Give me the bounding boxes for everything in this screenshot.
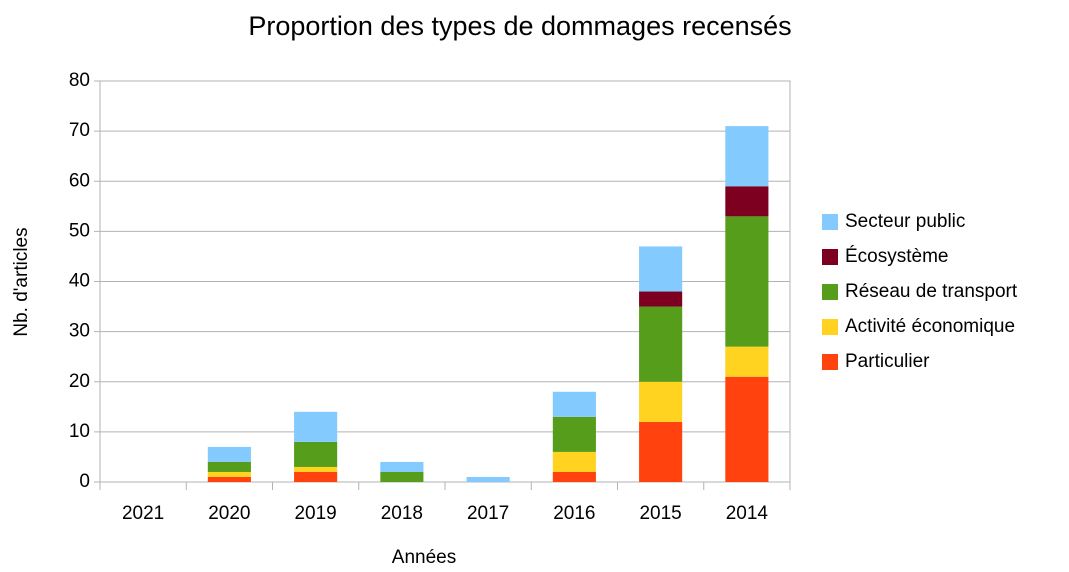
bar-segment [725, 126, 769, 187]
legend-swatch [822, 214, 838, 230]
legend-swatch [822, 284, 838, 300]
legend-swatch [822, 319, 838, 335]
y-tick-label: 70 [69, 120, 90, 141]
bar-segment [552, 391, 596, 417]
bar-segment [207, 461, 251, 472]
x-tick-label: 2021 [122, 503, 164, 524]
bar-segment [639, 306, 683, 382]
bar-segment [294, 411, 338, 442]
x-tick-label: 2020 [208, 503, 250, 524]
x-tick-label: 2015 [639, 503, 681, 524]
legend-swatch [822, 354, 838, 370]
y-tick-label: 40 [69, 271, 90, 292]
y-tick-label: 0 [79, 471, 90, 492]
bar-segment [380, 461, 424, 472]
x-tick-label: 2016 [553, 503, 595, 524]
legend-label: Écosystème [845, 246, 948, 267]
legend-label: Secteur public [845, 211, 965, 232]
bar-segment [639, 246, 683, 292]
y-tick-label: 50 [69, 220, 90, 241]
y-tick-label: 10 [69, 421, 90, 442]
bar-segment [294, 466, 338, 472]
bar-segment [466, 476, 510, 482]
bar-segment [725, 186, 769, 217]
y-tick-label: 80 [69, 70, 90, 91]
bar-segment [725, 216, 769, 347]
bar-segment [725, 376, 769, 482]
bar-segment [207, 446, 251, 462]
legend-label: Activité économique [845, 316, 1015, 337]
x-tick-label: 2017 [467, 503, 509, 524]
x-tick-label: 2019 [294, 503, 336, 524]
y-axis-label: Nb. d'articles [11, 227, 32, 336]
y-tick-label: 30 [69, 321, 90, 342]
y-tick-label: 20 [69, 371, 90, 392]
bar-segment [552, 451, 596, 472]
legend-swatch [822, 249, 838, 265]
bar-segment [380, 471, 424, 482]
y-tick-label: 60 [69, 170, 90, 191]
bar-segment [639, 381, 683, 422]
bar-segment [639, 291, 683, 307]
legend-label: Particulier [845, 351, 930, 372]
bar-segment [552, 416, 596, 452]
bar-segment [294, 471, 338, 482]
legend-label: Réseau de transport [845, 281, 1018, 302]
x-axis-label: Années [392, 547, 456, 568]
x-tick-label: 2018 [381, 503, 423, 524]
bar-segment [207, 476, 251, 482]
chart-title: Proportion des types de dommages recensé… [248, 11, 791, 41]
bar-segment [552, 471, 596, 482]
bar-segment [725, 346, 769, 377]
bar-segment [294, 441, 338, 467]
bar-segment [207, 471, 251, 477]
bar-segment [639, 421, 683, 482]
x-tick-label: 2014 [726, 503, 769, 524]
